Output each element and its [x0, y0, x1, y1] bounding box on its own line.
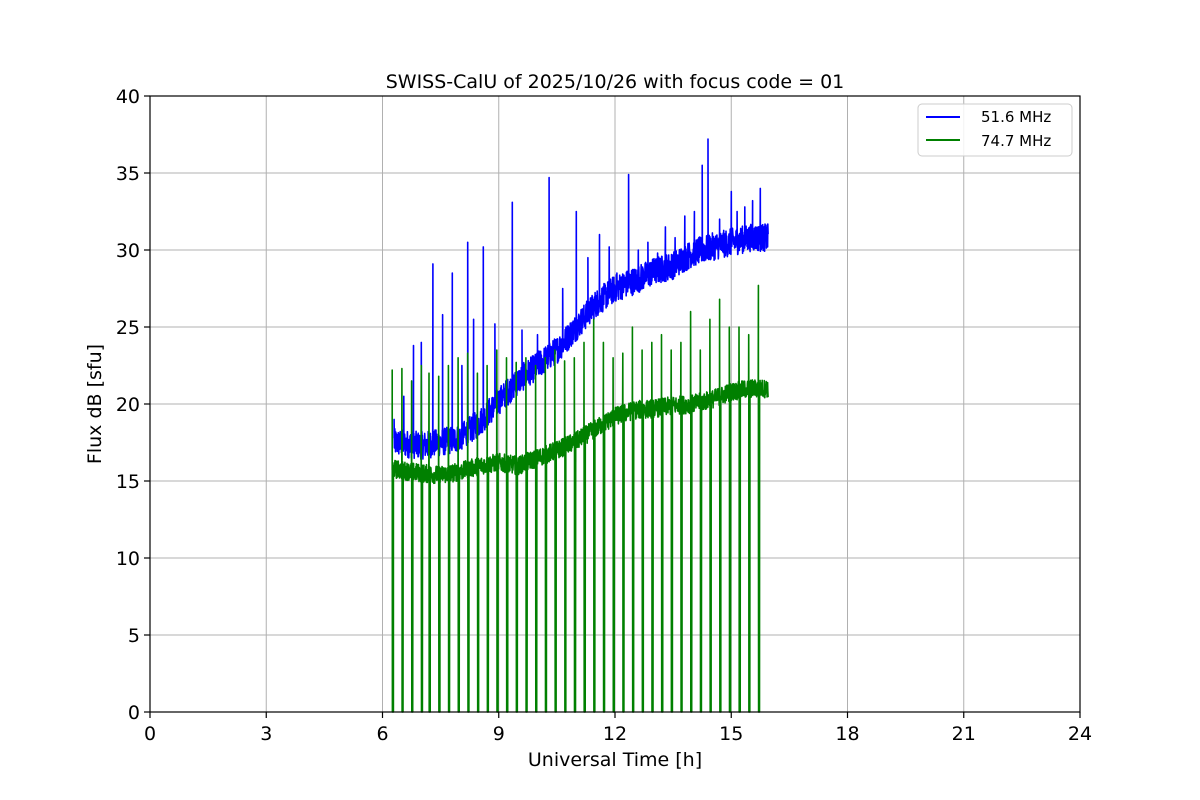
x-tick-label: 6	[376, 723, 388, 745]
y-tick-label: 40	[116, 86, 140, 108]
y-tick-label: 20	[116, 394, 140, 416]
x-tick-label: 12	[603, 723, 627, 745]
legend: 51.6 MHz 74.7 MHz	[917, 103, 1073, 157]
x-tick-label: 3	[260, 723, 272, 745]
series-line-51-6-mhz	[393, 138, 769, 460]
series-line-74-7-mhz	[391, 284, 769, 713]
y-tick-label: 5	[128, 625, 140, 647]
y-tick-label: 25	[116, 317, 140, 339]
y-tick-label: 0	[128, 702, 140, 724]
axis-ticks: 0 3 6 9 12 15 18 21 24 0 5 10 15 20 25 30 35 40	[116, 86, 1092, 745]
series-layer	[391, 138, 769, 713]
y-tick-label: 30	[116, 240, 140, 262]
y-tick-label: 10	[116, 548, 140, 570]
y-tick-label: 15	[116, 471, 140, 493]
chart-title: SWISS-CalU of 2025/10/26 with focus code…	[386, 71, 845, 93]
legend-label-74-7-mhz: 74.7 MHz	[981, 132, 1051, 150]
legend-label-51-6-mhz: 51.6 MHz	[981, 108, 1051, 126]
x-tick-label: 15	[719, 723, 743, 745]
y-tick-label: 35	[116, 163, 140, 185]
x-tick-label: 9	[493, 723, 505, 745]
y-axis-label: Flux dB [sfu]	[84, 344, 106, 464]
x-tick-label: 18	[835, 723, 859, 745]
x-tick-label: 21	[952, 723, 976, 745]
x-axis-label: Universal Time [h]	[528, 749, 702, 771]
x-tick-label: 0	[144, 723, 156, 745]
x-tick-label: 24	[1068, 723, 1092, 745]
